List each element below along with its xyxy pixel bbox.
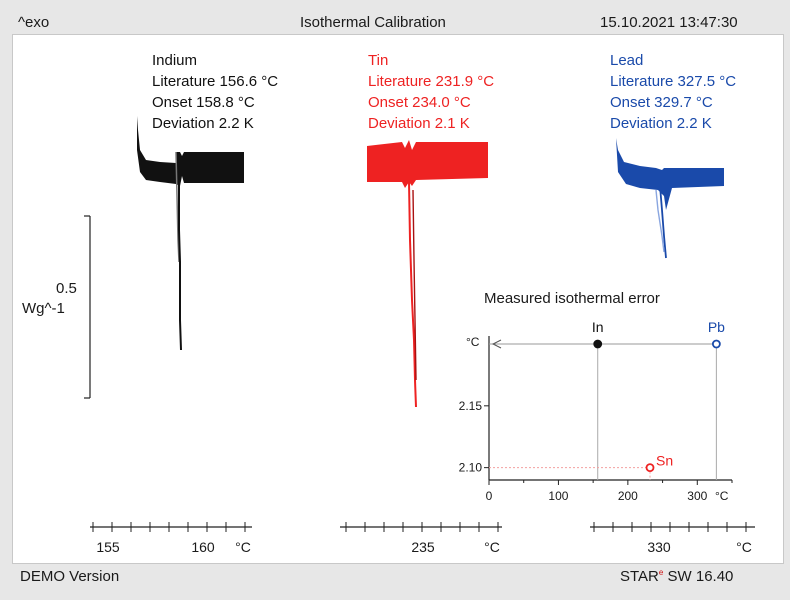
inset-point-In — [593, 339, 603, 349]
inset-y-tick-1: 2.15 — [459, 399, 483, 413]
lead-peak — [659, 185, 667, 259]
tin-curve — [367, 140, 488, 408]
exo-direction-label: ^exo — [18, 14, 50, 31]
lead-onset: Onset 329.7 °C — [610, 94, 713, 111]
lead-deviation: Deviation 2.2 K — [610, 115, 712, 132]
inset-x-tick-0: 0 — [486, 489, 493, 503]
lead-baseline-band — [616, 138, 724, 210]
indium-peak-outline — [175, 151, 180, 263]
tin-deviation: Deviation 2.1 K — [368, 115, 470, 132]
lead-tick-330: 330 — [647, 539, 671, 555]
inset-point-label-In: In — [592, 319, 604, 335]
tin-name: Tin — [368, 52, 389, 69]
tin-baseline-band — [367, 140, 488, 188]
indium-baseline-band — [137, 116, 244, 186]
inset-x-unit: °C — [715, 489, 729, 503]
indium-peak — [178, 160, 182, 351]
star-mark: e — [658, 568, 664, 577]
scale-bar-value: 0.5 — [56, 280, 77, 297]
tin-axis-unit: °C — [484, 539, 500, 555]
indium-deviation: Deviation 2.2 K — [152, 115, 254, 132]
inset-title: Measured isothermal error — [484, 290, 660, 307]
software-version: STARe SW 16.40 — [620, 568, 733, 585]
lead-literature: Literature 327.5 °C — [610, 73, 737, 90]
tin-literature: Literature 231.9 °C — [368, 73, 495, 90]
lead-name: Lead — [610, 52, 644, 69]
sw-version-label: SW 16.40 — [667, 568, 734, 585]
scale-bar-unit: Wg^-1 — [22, 300, 65, 317]
inset-point-label-Pb: Pb — [708, 319, 725, 335]
tin-peak — [408, 181, 417, 408]
inset-y-unit: °C — [466, 335, 480, 349]
inset-x-tick-1: 100 — [548, 489, 568, 503]
indium-onset: Onset 158.8 °C — [152, 94, 255, 111]
indium-curve — [137, 116, 244, 351]
indium-x-axis: 155 160 °C — [90, 522, 252, 555]
indium-tick-160: 160 — [191, 539, 215, 555]
lead-curve — [616, 138, 724, 259]
tin-annotation: Tin Literature 231.9 °C Onset 234.0 °C D… — [368, 50, 494, 134]
inset-reference-arrow — [491, 339, 502, 349]
lead-x-axis: 330 °C — [590, 522, 755, 555]
tin-x-axis: 235 °C — [340, 522, 502, 555]
timestamp: 15.10.2021 13:47:30 — [600, 14, 738, 31]
demo-version-label: DEMO Version — [20, 568, 120, 585]
inset-x-tick-2: 200 — [618, 489, 638, 503]
indium-annotation: Indium Literature 156.6 °C Onset 158.8 °… — [152, 50, 278, 134]
indium-axis-unit: °C — [235, 539, 251, 555]
inset-point-label-Sn: Sn — [656, 453, 673, 469]
isothermal-error-inset: Measured isothermal error °C °C 2.10 2.15… — [459, 290, 733, 503]
tin-tick-235: 235 — [411, 539, 435, 555]
scale-bar: 0.5 Wg^-1 — [22, 215, 91, 399]
inset-point-Sn — [645, 463, 655, 473]
tin-peak-inner — [412, 189, 417, 381]
lead-peak-light — [655, 189, 665, 253]
lead-annotation: Lead Literature 327.5 °C Onset 329.7 °C … — [610, 50, 736, 134]
inset-x-tick-3: 300 — [687, 489, 707, 503]
page-title: Isothermal Calibration — [300, 14, 446, 31]
inset-y-tick-0: 2.10 — [459, 461, 483, 475]
plot-frame — [12, 34, 784, 564]
indium-tick-155: 155 — [96, 539, 120, 555]
star-label: STAR — [620, 568, 659, 585]
indium-name: Indium — [152, 52, 198, 69]
inset-point-Pb — [711, 339, 721, 349]
indium-literature: Literature 156.6 °C — [152, 73, 279, 90]
tin-onset: Onset 234.0 °C — [368, 94, 471, 111]
lead-axis-unit: °C — [736, 539, 752, 555]
